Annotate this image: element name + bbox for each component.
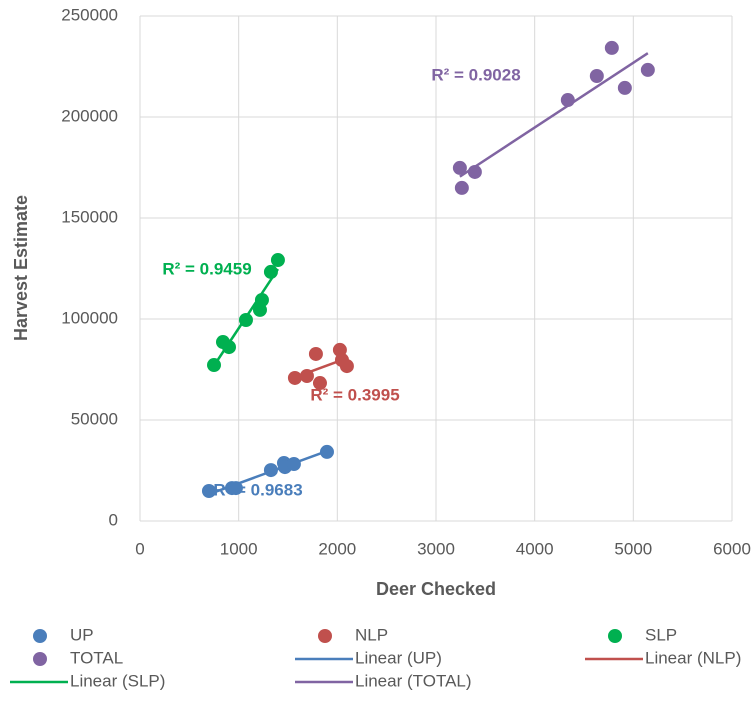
x-tick-label: 3000: [417, 539, 455, 558]
point: [254, 293, 269, 308]
point: [467, 164, 482, 179]
point: [604, 40, 619, 55]
y-tick-label: 200000: [61, 106, 118, 125]
legend-label: TOTAL: [70, 648, 123, 667]
r2-label: R² = 0.9459: [162, 259, 251, 278]
point: [452, 160, 467, 175]
point: [238, 313, 253, 328]
legend-label: Linear (TOTAL): [355, 671, 472, 690]
point: [454, 180, 469, 195]
point: [287, 370, 302, 385]
r2-label: R² = 0.3995: [310, 385, 399, 404]
point: [319, 444, 334, 459]
point: [270, 253, 285, 268]
point: [263, 463, 278, 478]
r2-label: R² = 0.9028: [431, 65, 520, 84]
point: [286, 457, 301, 472]
point: [221, 340, 236, 355]
y-tick-label: 100000: [61, 308, 118, 327]
point: [617, 80, 632, 95]
point: [308, 346, 323, 361]
legend-label: UP: [70, 625, 94, 644]
x-tick-label: 2000: [318, 539, 356, 558]
point: [228, 481, 243, 496]
point: [339, 359, 354, 374]
legend-label: Linear (SLP): [70, 671, 165, 690]
x-axis-title: Deer Checked: [376, 579, 496, 599]
y-tick-label: 0: [109, 510, 118, 529]
point: [263, 264, 278, 279]
x-tick-label: 1000: [220, 539, 258, 558]
point: [312, 376, 327, 391]
legend-label: NLP: [355, 625, 388, 644]
point: [299, 368, 314, 383]
point: [640, 62, 655, 77]
x-tick-label: 5000: [614, 539, 652, 558]
legend-marker: [33, 629, 47, 643]
x-tick-label: 6000: [713, 539, 751, 558]
trendline: [459, 52, 649, 178]
legend-label: Linear (NLP): [645, 648, 741, 667]
legend-marker: [33, 652, 47, 666]
legend-marker: [608, 629, 622, 643]
y-tick-label: 50000: [71, 409, 118, 428]
point: [207, 358, 221, 373]
point: [201, 484, 216, 499]
x-tick-label: 4000: [516, 539, 554, 558]
y-tick-label: 150000: [61, 207, 118, 226]
r2-label: R² = 0.9683: [213, 480, 302, 499]
point: [560, 93, 575, 108]
legend-label: SLP: [645, 625, 677, 644]
y-tick-label: 250000: [61, 5, 118, 24]
legend-label: Linear (UP): [355, 648, 442, 667]
legend-marker: [318, 629, 332, 643]
x-tick-label: 0: [135, 539, 144, 558]
y-axis-title: Harvest Estimate: [11, 195, 31, 341]
point: [589, 68, 604, 83]
